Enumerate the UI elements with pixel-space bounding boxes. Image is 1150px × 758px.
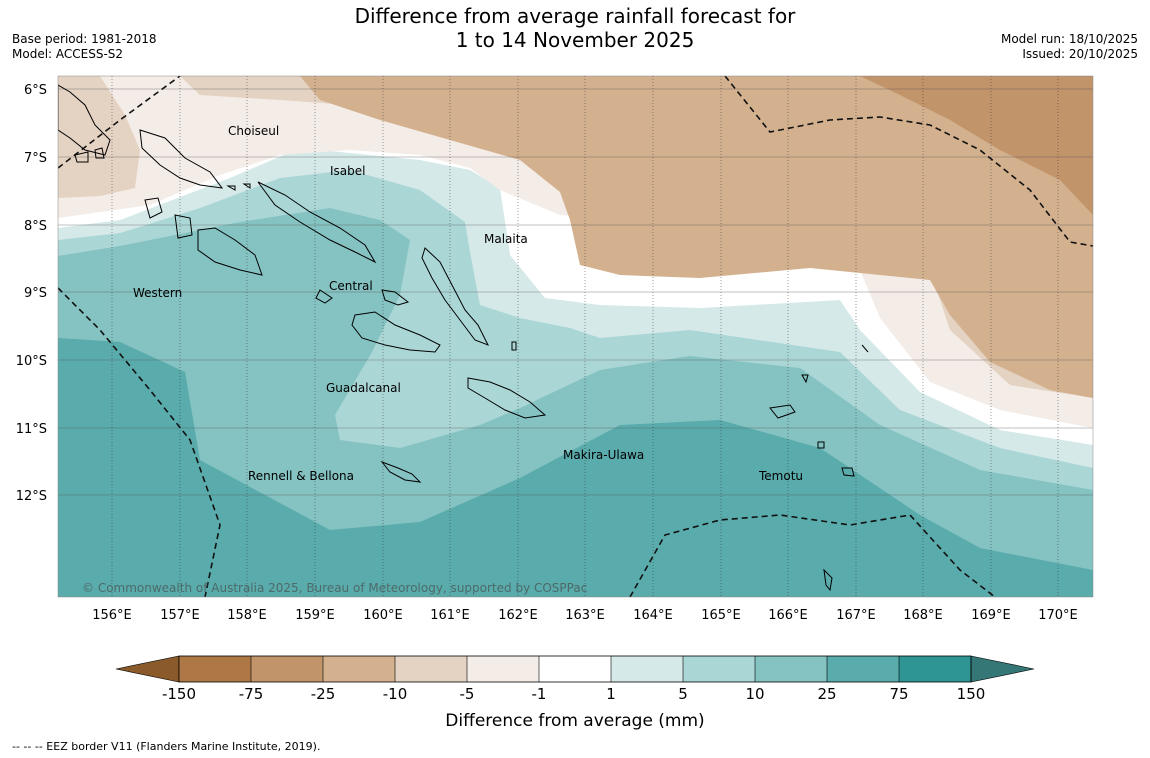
eez-borders bbox=[58, 76, 1093, 597]
guadalcanal-island bbox=[351, 311, 441, 353]
isabel-island bbox=[257, 181, 377, 264]
islands bbox=[58, 84, 869, 592]
colorbar-tick: 150 bbox=[957, 685, 986, 703]
label-western: Western bbox=[133, 286, 182, 300]
label-central: Central bbox=[329, 279, 373, 293]
colorbar-swatch-m75 bbox=[251, 656, 323, 682]
malaita-island bbox=[421, 247, 490, 346]
issued-date: Issued: 20/10/2025 bbox=[1022, 47, 1138, 61]
meta-left: Base period: 1981-2018 Model: ACCESS-S2 bbox=[12, 32, 157, 62]
longitude-axis: 156°E 157°E 158°E 159°E 160°E 161°E 162°… bbox=[92, 608, 1078, 623]
lon-label: 161°E bbox=[430, 608, 470, 623]
label-malaita: Malaita bbox=[484, 232, 528, 246]
colorbar-swatch-m10 bbox=[395, 656, 467, 682]
lon-label: 157°E bbox=[160, 608, 200, 623]
lon-label: 163°E bbox=[565, 608, 605, 623]
lon-label: 166°E bbox=[768, 608, 808, 623]
latitude-axis: 6°S 7°S 8°S 9°S 10°S 11°S 12°S bbox=[16, 83, 47, 504]
lat-label: 9°S bbox=[24, 286, 47, 301]
colorbar-swatch-m1 bbox=[539, 656, 611, 682]
colorbar-swatch-m5 bbox=[467, 656, 539, 682]
florida-islands bbox=[315, 289, 410, 306]
lon-label: 165°E bbox=[701, 608, 741, 623]
meta-right: Model run: 18/10/2025 Issued: 20/10/2025 bbox=[1001, 32, 1138, 62]
lon-label: 169°E bbox=[971, 608, 1011, 623]
new-georgia-island bbox=[174, 214, 263, 276]
colorbar-swatch-p75 bbox=[899, 656, 971, 682]
lon-label: 159°E bbox=[295, 608, 335, 623]
label-makira-ulawa: Makira-Ulawa bbox=[563, 448, 644, 462]
title-line-2: 1 to 14 November 2025 bbox=[455, 28, 695, 52]
eez-footnote: -- -- -- EEZ border V11 (Flanders Marine… bbox=[12, 740, 321, 753]
colorbar-outline bbox=[178, 655, 972, 683]
colorbar-tick: -25 bbox=[311, 685, 336, 703]
copyright-notice: © Commonwealth of Australia 2025, Bureau… bbox=[82, 581, 587, 595]
map-frame bbox=[57, 75, 1094, 598]
base-period: Base period: 1981-2018 bbox=[12, 32, 157, 46]
rennell-island bbox=[380, 460, 422, 483]
colorbar-label: Difference from average (mm) bbox=[445, 711, 704, 731]
small-islets bbox=[74, 147, 869, 353]
bougainville-island bbox=[58, 84, 111, 156]
colorbar-tick: -150 bbox=[162, 685, 196, 703]
lon-label: 160°E bbox=[363, 608, 403, 623]
reef-islands bbox=[801, 374, 833, 592]
santa-cruz-islands bbox=[769, 404, 855, 477]
lon-label: 158°E bbox=[227, 608, 267, 623]
label-isabel: Isabel bbox=[330, 164, 365, 178]
label-rennell-bellona: Rennell & Bellona bbox=[248, 469, 354, 483]
choiseul-island bbox=[139, 129, 224, 189]
colorbar-tick: 75 bbox=[889, 685, 908, 703]
label-choiseul: Choiseul bbox=[228, 124, 279, 138]
lat-label: 12°S bbox=[16, 489, 47, 504]
label-guadalcanal: Guadalcanal bbox=[326, 381, 401, 395]
map-figure: Choiseul Isabel Malaita Western Central … bbox=[16, 75, 1094, 731]
colorbar-tick: -1 bbox=[532, 685, 547, 703]
colorbar-swatch-m150 bbox=[179, 656, 251, 682]
colorbar-tick: -75 bbox=[239, 685, 264, 703]
lat-label: 10°S bbox=[16, 354, 47, 369]
lon-label: 162°E bbox=[498, 608, 538, 623]
colorbar-above-max bbox=[970, 655, 1035, 683]
lon-label: 164°E bbox=[633, 608, 673, 623]
rainfall-map: Choiseul Isabel Malaita Western Central … bbox=[58, 76, 1093, 597]
vella-lavella-island bbox=[144, 197, 163, 219]
band-minus-25 bbox=[860, 76, 1093, 215]
colorbar-swatch-p25 bbox=[827, 656, 899, 682]
lon-label: 156°E bbox=[92, 608, 132, 623]
colorbar-swatch-p10 bbox=[755, 656, 827, 682]
lat-label: 7°S bbox=[24, 151, 47, 166]
colorbar-tick: 1 bbox=[606, 685, 616, 703]
makira-island bbox=[467, 377, 547, 419]
lon-label: 170°E bbox=[1038, 608, 1078, 623]
colorbar: -150 -75 -25 -10 -5 -1 1 5 10 25 75 150 … bbox=[115, 655, 1035, 731]
label-temotu: Temotu bbox=[758, 469, 803, 483]
band-minus-10 bbox=[300, 76, 1093, 398]
title-line-1: Difference from average rainfall forecas… bbox=[354, 4, 796, 28]
colorbar-below-min bbox=[115, 655, 180, 683]
model-run: Model run: 18/10/2025 bbox=[1000, 32, 1138, 46]
colorbar-tick: 25 bbox=[817, 685, 836, 703]
lat-label: 6°S bbox=[24, 83, 47, 98]
colorbar-swatch-p5 bbox=[683, 656, 755, 682]
lat-label: 8°S bbox=[24, 219, 47, 234]
colorbar-swatch-p1 bbox=[611, 656, 683, 682]
colorbar-tick: -10 bbox=[383, 685, 408, 703]
colorbar-tick: 10 bbox=[745, 685, 764, 703]
colorbar-tick: 5 bbox=[678, 685, 688, 703]
model-name: Model: ACCESS-S2 bbox=[12, 47, 124, 61]
colorbar-swatch-m25 bbox=[323, 656, 395, 682]
lon-label: 168°E bbox=[903, 608, 943, 623]
colorbar-tick: -5 bbox=[460, 685, 475, 703]
latitude-gridlines bbox=[58, 88, 1093, 496]
lon-label: 167°E bbox=[836, 608, 876, 623]
lat-label: 11°S bbox=[16, 422, 47, 437]
chart-title: Difference from average rainfall forecas… bbox=[0, 4, 1150, 52]
